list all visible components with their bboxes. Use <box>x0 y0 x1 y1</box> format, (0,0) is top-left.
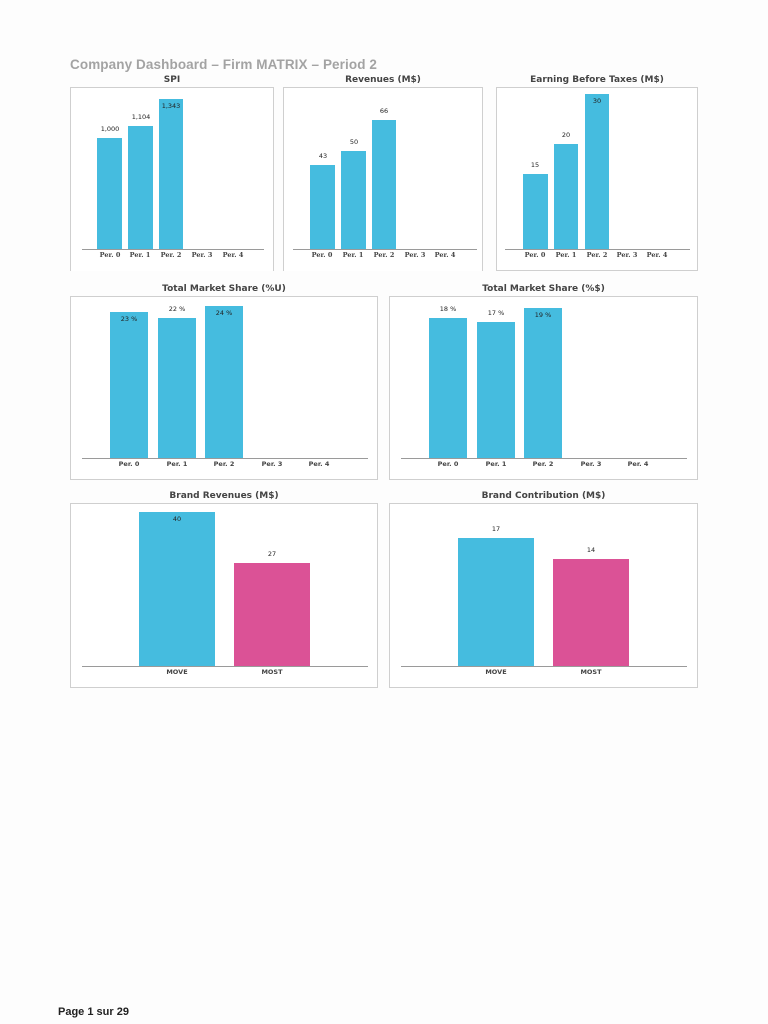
share-units-bar-per1 <box>158 318 196 458</box>
share-value-tick-per1: Per. 1 <box>485 460 507 468</box>
share-units-x-axis <box>82 458 368 459</box>
share-units-value-per2: 24 % <box>215 309 233 317</box>
share-units-value-per0: 23 % <box>120 315 138 323</box>
ebt-tick-per0: Per. 0 <box>524 251 546 259</box>
spi-tick-per3: Per. 3 <box>191 251 213 259</box>
revenues-tick-per0: Per. 0 <box>311 251 333 259</box>
share-value-value-per1: 17 % <box>487 309 505 317</box>
share-units-tick-per2: Per. 2 <box>213 460 235 468</box>
share-value-tick-per4: Per. 4 <box>627 460 649 468</box>
page-footer: Page 1 sur 29 <box>58 1006 129 1018</box>
brand-contribution-bar-most <box>553 559 629 666</box>
brand-revenues-value-most: 27 <box>267 550 277 558</box>
spi-bar-per2 <box>159 99 183 249</box>
brand-revenues-bar-most <box>234 563 310 666</box>
ebt-tick-per1: Per. 1 <box>555 251 577 259</box>
share-value-value-per2: 19 % <box>534 311 552 319</box>
spi-tick-per1: Per. 1 <box>129 251 151 259</box>
revenues-value-per1: 50 <box>349 138 359 146</box>
revenues-chart-title: Revenues (M$) <box>345 75 421 85</box>
share-units-tick-per4: Per. 4 <box>308 460 330 468</box>
brand-revenues-chart <box>70 503 378 688</box>
spi-tick-per2: Per. 2 <box>160 251 182 259</box>
ebt-value-per1: 20 <box>561 131 571 139</box>
spi-chart-title: SPI <box>163 75 181 85</box>
share-units-tick-per1: Per. 1 <box>166 460 188 468</box>
share-value-bar-per2 <box>524 308 562 458</box>
revenues-tick-per4: Per. 4 <box>434 251 456 259</box>
share-value-x-axis <box>401 458 687 459</box>
spi-tick-per0: Per. 0 <box>99 251 121 259</box>
revenues-bar-per2 <box>372 120 396 249</box>
share-value-tick-per0: Per. 0 <box>437 460 459 468</box>
ebt-bar-per1 <box>554 144 578 249</box>
share-units-value-per1: 22 % <box>168 305 186 313</box>
share-value-bar-per1 <box>477 322 515 458</box>
ebt-value-per2: 30 <box>592 97 602 105</box>
spi-tick-per4: Per. 4 <box>222 251 244 259</box>
revenues-tick-per3: Per. 3 <box>404 251 426 259</box>
brand-revenues-tick-most: MOST <box>261 668 283 676</box>
spi-x-axis <box>82 249 264 250</box>
share-value-value-per0: 18 % <box>439 305 457 313</box>
page-title: Company Dashboard – Firm MATRIX – Period… <box>70 57 378 72</box>
revenues-tick-per2: Per. 2 <box>373 251 395 259</box>
share-value-tick-per2: Per. 2 <box>532 460 554 468</box>
spi-value-per1: 1,104 <box>131 113 151 121</box>
share-value-bar-per0 <box>429 318 467 458</box>
brand-revenues-bar-move <box>139 512 215 666</box>
ebt-bar-per0 <box>523 174 548 249</box>
ebt-tick-per3: Per. 3 <box>616 251 638 259</box>
brand-contribution-chart <box>389 503 698 688</box>
revenues-bar-per0 <box>310 165 335 249</box>
brand-revenues-value-move: 40 <box>172 515 182 523</box>
ebt-tick-per2: Per. 2 <box>586 251 608 259</box>
revenues-x-axis <box>293 249 477 250</box>
brand-revenues-chart-title: Brand Revenues (M$) <box>169 491 279 501</box>
share-units-bar-per0 <box>110 312 148 458</box>
spi-value-per2: 1,343 <box>161 102 181 110</box>
share-units-bar-per2 <box>205 306 243 458</box>
revenues-value-per0: 43 <box>318 152 328 160</box>
ebt-x-axis <box>505 249 690 250</box>
revenues-value-per2: 66 <box>379 107 389 115</box>
brand-revenues-tick-move: MOVE <box>166 668 188 676</box>
ebt-chart-title: Earning Before Taxes (M$) <box>530 75 664 85</box>
spi-bar-per0 <box>97 138 122 249</box>
brand-contribution-value-most: 14 <box>586 546 596 554</box>
brand-contribution-x-axis <box>401 666 687 667</box>
ebt-bar-per2 <box>585 94 609 249</box>
ebt-tick-per4: Per. 4 <box>646 251 668 259</box>
share-units-tick-per0: Per. 0 <box>118 460 140 468</box>
brand-contribution-bar-move <box>458 538 534 666</box>
brand-contribution-tick-move: MOVE <box>485 668 507 676</box>
ebt-value-per0: 15 <box>530 161 540 169</box>
brand-contribution-value-move: 17 <box>491 525 501 533</box>
revenues-bar-per1 <box>341 151 366 249</box>
share-units-chart-title: Total Market Share (%U) <box>162 284 286 294</box>
share-value-tick-per3: Per. 3 <box>580 460 602 468</box>
spi-value-per0: 1,000 <box>100 125 120 133</box>
brand-revenues-x-axis <box>82 666 368 667</box>
share-units-tick-per3: Per. 3 <box>261 460 283 468</box>
share-value-chart-title: Total Market Share (%$) <box>482 284 605 294</box>
brand-contribution-chart-title: Brand Contribution (M$) <box>481 491 606 501</box>
spi-bar-per1 <box>128 126 153 249</box>
revenues-tick-per1: Per. 1 <box>342 251 364 259</box>
brand-contribution-tick-most: MOST <box>580 668 602 676</box>
